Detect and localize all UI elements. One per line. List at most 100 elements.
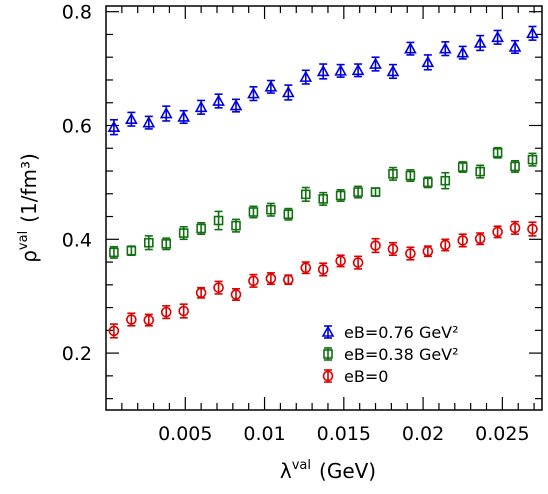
plot-frame bbox=[105, 5, 543, 411]
data-point bbox=[229, 98, 243, 113]
data-point bbox=[526, 25, 539, 41]
data-marker bbox=[491, 30, 504, 43]
data-point bbox=[248, 273, 259, 288]
data-marker bbox=[195, 287, 207, 299]
data-point bbox=[160, 305, 172, 320]
data-point bbox=[527, 152, 538, 167]
data-marker bbox=[161, 239, 172, 249]
legend-item: eB=0 bbox=[322, 367, 388, 386]
data-point bbox=[527, 221, 538, 237]
data-point bbox=[126, 312, 137, 327]
series-1 bbox=[109, 146, 538, 259]
data-marker bbox=[475, 166, 485, 177]
y-tick-label: 0.6 bbox=[62, 115, 92, 137]
data-point bbox=[178, 225, 189, 241]
data-marker bbox=[508, 40, 522, 52]
data-point bbox=[369, 56, 382, 72]
data-point bbox=[143, 313, 155, 327]
data-marker bbox=[248, 207, 259, 217]
data-marker bbox=[492, 148, 503, 158]
data-marker bbox=[457, 235, 469, 246]
data-marker bbox=[264, 80, 278, 92]
data-marker bbox=[335, 255, 346, 267]
data-marker bbox=[510, 161, 520, 172]
data-marker bbox=[107, 120, 121, 132]
data-marker bbox=[126, 314, 137, 325]
data-marker bbox=[248, 275, 259, 287]
data-marker bbox=[351, 63, 365, 76]
data-point bbox=[422, 245, 434, 258]
data-marker bbox=[126, 245, 137, 256]
y-tick-label: 0.8 bbox=[62, 2, 92, 24]
data-marker bbox=[370, 187, 381, 197]
data-marker bbox=[335, 190, 346, 201]
data-point bbox=[196, 221, 206, 235]
legend-label: eB=0.76 GeV² bbox=[344, 323, 459, 342]
data-marker bbox=[386, 64, 400, 77]
series-2 bbox=[108, 220, 538, 339]
data-marker bbox=[440, 175, 451, 186]
data-point bbox=[212, 93, 225, 109]
data-marker bbox=[316, 64, 330, 77]
x-tick-label: 0.015 bbox=[317, 423, 371, 445]
x-tick-label: 0.01 bbox=[243, 423, 285, 445]
x-axis-label-main: λ bbox=[280, 459, 292, 483]
data-marker bbox=[247, 86, 260, 99]
data-marker bbox=[281, 85, 295, 98]
data-marker bbox=[212, 94, 225, 106]
data-point bbox=[281, 84, 295, 101]
data-marker bbox=[526, 26, 539, 39]
legend-marker bbox=[321, 325, 335, 337]
data-marker bbox=[527, 223, 538, 235]
data-point bbox=[231, 218, 241, 233]
data-point bbox=[508, 39, 522, 55]
data-marker bbox=[299, 70, 313, 82]
data-point bbox=[213, 280, 224, 295]
data-marker bbox=[473, 36, 487, 48]
data-point bbox=[492, 146, 503, 159]
data-point bbox=[457, 233, 469, 248]
data-marker bbox=[177, 110, 191, 122]
y-axis-label-main: ρ bbox=[17, 250, 41, 263]
data-point bbox=[265, 272, 277, 286]
x-axis-label: λval (GeV) bbox=[280, 458, 376, 483]
data-point bbox=[300, 186, 311, 202]
data-point bbox=[142, 115, 156, 130]
data-marker bbox=[300, 262, 312, 274]
data-marker bbox=[230, 289, 242, 300]
data-marker bbox=[438, 42, 452, 54]
data-point bbox=[177, 109, 191, 125]
data-point bbox=[317, 262, 329, 277]
data-marker bbox=[178, 305, 189, 317]
data-point bbox=[405, 169, 416, 183]
data-marker bbox=[318, 194, 329, 204]
data-point bbox=[161, 237, 172, 251]
data-point bbox=[386, 63, 400, 80]
data-point bbox=[283, 274, 294, 286]
data-point bbox=[457, 161, 468, 173]
data-marker bbox=[265, 273, 277, 284]
data-marker bbox=[125, 112, 138, 125]
data-point bbox=[474, 232, 486, 246]
data-point bbox=[387, 241, 399, 257]
data-point bbox=[473, 34, 487, 52]
legend-item: eB=0.76 GeV² bbox=[321, 323, 459, 342]
data-marker bbox=[423, 177, 433, 188]
data-point bbox=[491, 29, 504, 45]
data-point bbox=[125, 111, 138, 127]
data-point bbox=[318, 191, 329, 206]
data-point bbox=[335, 188, 346, 202]
legend: eB=0.76 GeV² eB=0.38 GeV² eB=0 bbox=[321, 323, 459, 386]
data-marker bbox=[231, 220, 241, 231]
data-point bbox=[283, 207, 294, 221]
data-marker bbox=[213, 282, 224, 293]
data-point bbox=[159, 105, 173, 122]
data-marker bbox=[492, 226, 503, 238]
data-point bbox=[195, 286, 207, 299]
data-point bbox=[230, 287, 242, 301]
legend-label: eB=0.38 GeV² bbox=[344, 345, 459, 364]
data-marker bbox=[266, 204, 276, 215]
data-point bbox=[351, 63, 365, 78]
data-marker bbox=[283, 274, 294, 285]
data-marker bbox=[109, 247, 119, 258]
